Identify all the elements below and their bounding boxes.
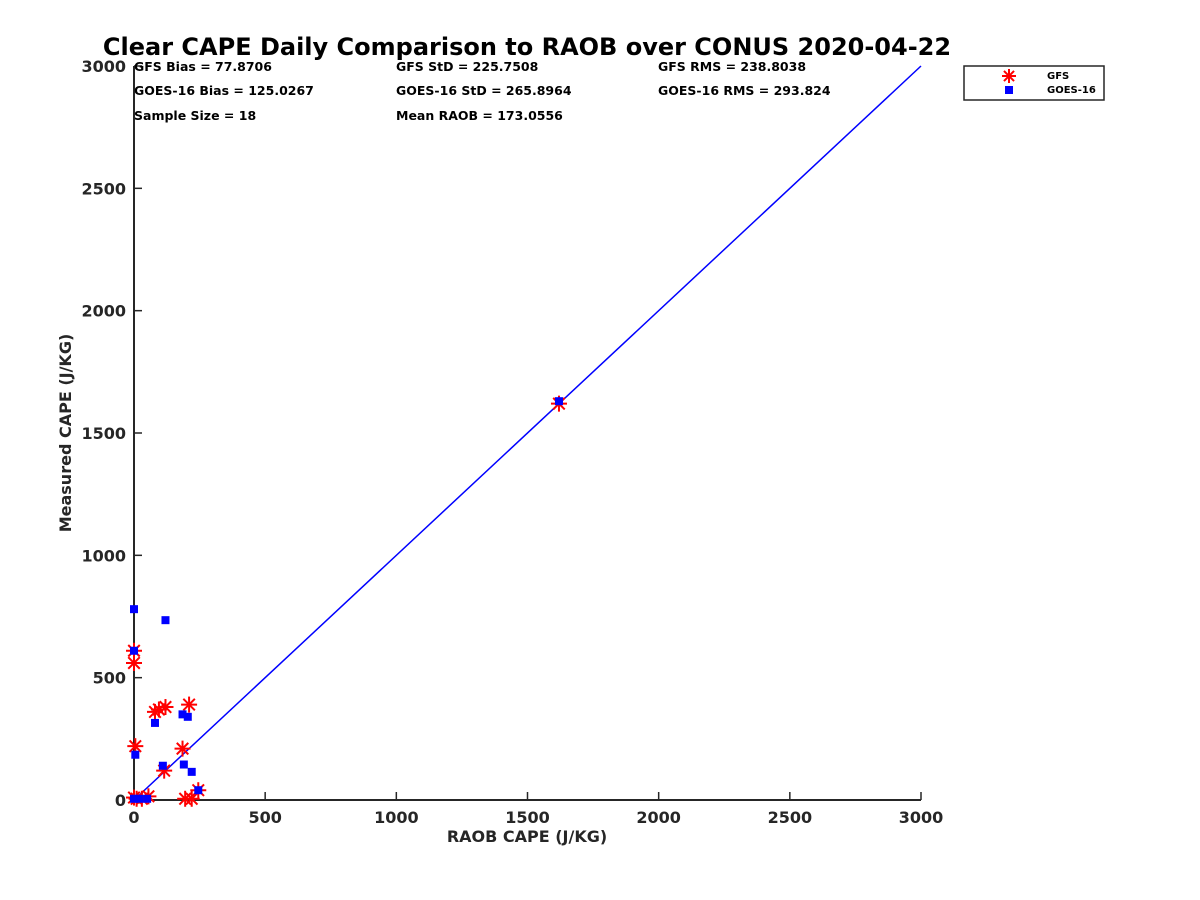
- gfs-point: [126, 654, 142, 671]
- data-points: [126, 395, 567, 807]
- y-tick-label: 500: [93, 669, 126, 688]
- goes16-point: [130, 794, 138, 803]
- y-tick-label: 3000: [81, 57, 126, 76]
- goes16-point: [178, 710, 187, 719]
- goes16-point: [143, 794, 152, 803]
- legend-goes16-marker: [1005, 86, 1013, 94]
- goes16-point: [179, 760, 188, 769]
- legend-box: [963, 65, 1105, 101]
- y-tick-label: 1000: [81, 546, 126, 565]
- legend-label: GFS: [1047, 71, 1069, 82]
- x-tick-label: 2500: [768, 808, 813, 827]
- goes16-point: [187, 767, 196, 776]
- y-tick-label: 2000: [81, 302, 126, 321]
- stats-annotations: GFS Bias = 77.8706 GFS StD = 225.7508 GFS …: [134, 59, 831, 123]
- y-axis-label: Measured CAPE (J/KG): [56, 334, 75, 533]
- goes16-point: [130, 646, 138, 655]
- y-tick-label: 2500: [81, 179, 126, 198]
- goes16-point: [161, 616, 170, 625]
- x-axis-label: RAOB CAPE (J/KG): [447, 827, 607, 846]
- x-tick-label: 3000: [899, 808, 944, 827]
- x-tick-label: 500: [248, 808, 281, 827]
- x-tick-label: 1000: [374, 808, 419, 827]
- goes16-point: [135, 794, 144, 803]
- x-tick-label: 1500: [505, 808, 550, 827]
- gfs-point: [183, 790, 200, 807]
- legend[interactable]: GFS GOES-16: [963, 65, 1105, 101]
- stat-text: GOES-16 RMS = 293.824: [658, 83, 831, 98]
- identity-line: [133, 65, 922, 801]
- x-tick-label: 0: [128, 808, 139, 827]
- stat-text: GFS StD = 225.7508: [396, 59, 538, 74]
- stat-text: Sample Size = 18: [134, 108, 256, 123]
- stat-text: GOES-16 Bias = 125.0267: [134, 83, 314, 98]
- goes16-point: [183, 712, 192, 721]
- goes16-point: [158, 761, 167, 770]
- goes16-point: [131, 750, 140, 759]
- y-tick-label: 1500: [81, 424, 126, 443]
- goes16-point: [194, 786, 203, 795]
- stat-text: GOES-16 StD = 265.8964: [396, 83, 572, 98]
- legend-gfs-marker: [1002, 69, 1016, 83]
- gfs-point: [181, 696, 198, 713]
- ticks: 0 500 1000 1500 2000 2500 3000 0 500 1000 1500 2000…: [81, 57, 943, 827]
- x-tick-label: 2000: [636, 808, 681, 827]
- gfs-point: [157, 699, 174, 716]
- stat-text: GFS RMS = 238.8038: [658, 59, 806, 74]
- stat-text: Mean RAOB = 173.0556: [396, 108, 563, 123]
- chart-title: Clear CAPE Daily Comparison to RAOB over…: [103, 33, 951, 61]
- goes16-point: [130, 605, 138, 614]
- legend-label: GOES-16: [1047, 85, 1096, 96]
- y-tick-label: 0: [115, 791, 126, 810]
- goes16-point: [150, 718, 159, 727]
- goes16-point: [554, 397, 563, 406]
- stat-text: GFS Bias = 77.8706: [134, 59, 272, 74]
- gfs-point: [174, 740, 191, 757]
- one-to-one-line: [133, 65, 922, 801]
